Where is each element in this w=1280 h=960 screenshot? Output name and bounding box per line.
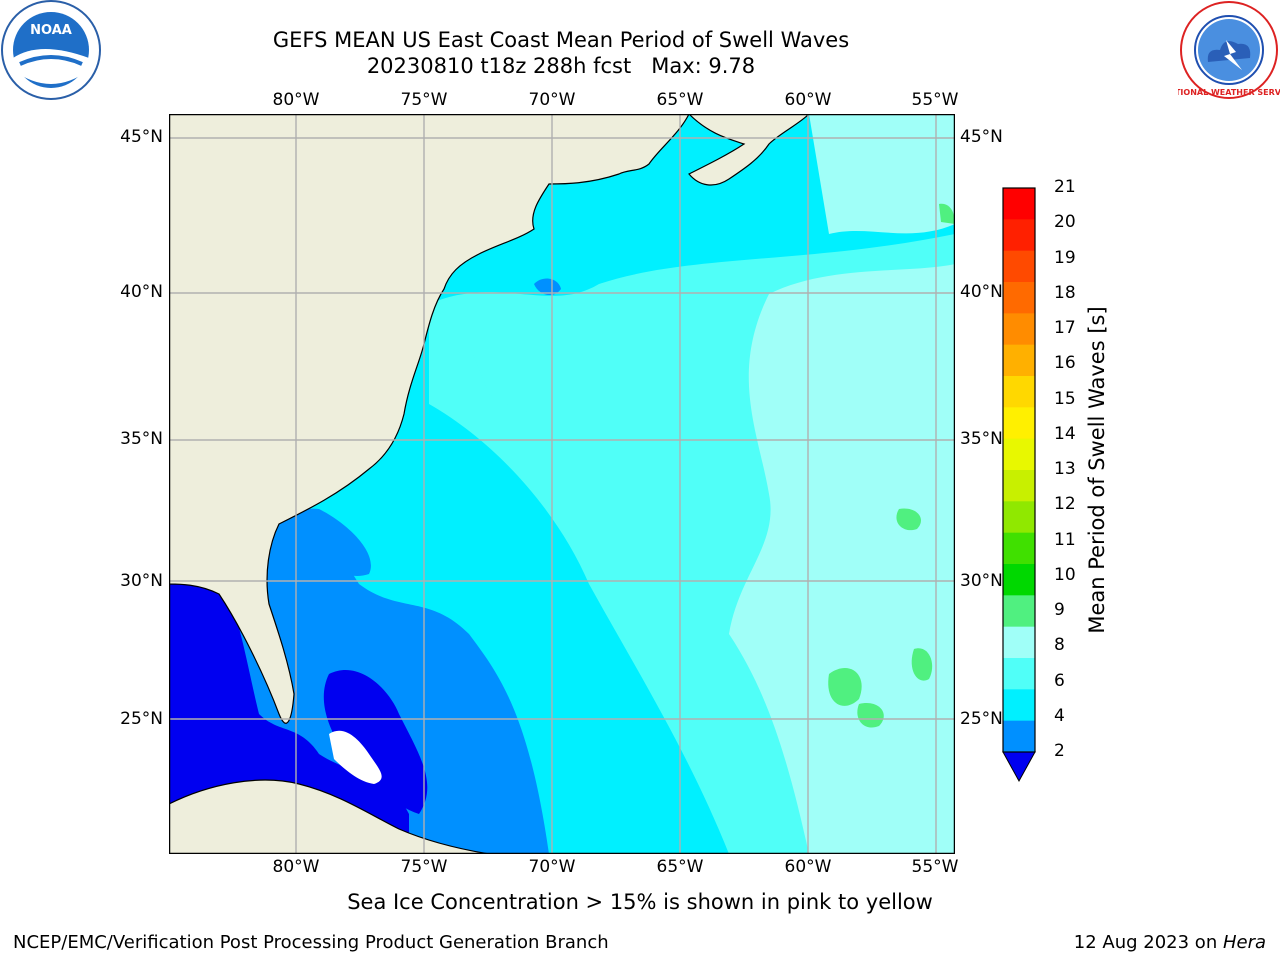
swell-zone-8-9-north (809, 114, 955, 234)
colorbar-segment (1003, 188, 1035, 220)
footer-credit: NCEP/EMC/Verification Post Processing Pr… (13, 932, 609, 953)
noaa-logo: NOAA (1, 0, 101, 100)
swell-zone-8-9 (729, 264, 955, 854)
colorbar-tick-label: 6 (1054, 670, 1065, 691)
colorbar-tick-label: 8 (1054, 635, 1065, 656)
colorbar-segment (1003, 595, 1035, 628)
bahamas-banks (329, 730, 382, 784)
colorbar-tick-label: 21 (1054, 177, 1076, 197)
lon-label-bottom: 70°W (528, 857, 576, 877)
swell-zone-0-2-b (323, 669, 428, 814)
lat-label-right: 45°N (960, 127, 1003, 147)
colorbar-segment (1003, 470, 1035, 502)
lat-label-right: 35°N (960, 429, 1003, 449)
swell-zone-9-10-b (911, 648, 933, 681)
colorbar-tick-label: 17 (1054, 318, 1076, 338)
colorbar-tick-label: 18 (1054, 282, 1076, 303)
noaa-logo-text: NOAA (30, 23, 72, 38)
us-land (169, 114, 690, 724)
lon-label-top: 75°W (400, 90, 448, 110)
colorbar-segment (1003, 532, 1035, 565)
colorbar-segment (1003, 344, 1035, 377)
colorbar-tick-label: 12 (1054, 494, 1076, 515)
colorbar-frame (1002, 187, 1036, 753)
swell-zone-9-10-d (896, 508, 921, 531)
nws-logo-text: NATIONAL WEATHER SERVICE (1178, 88, 1280, 97)
swell-zone-2-4-b (279, 508, 371, 576)
chart-title: GEFS MEAN US East Coast Mean Period of S… (272, 28, 850, 52)
lon-label-bottom: 55°W (911, 857, 959, 877)
colorbar-tick-label: 9 (1054, 600, 1065, 620)
colorbar-tick-label: 2 (1054, 741, 1065, 761)
colorbar-tick-label: 15 (1054, 388, 1076, 409)
lat-label-right: 30°N (960, 571, 1003, 591)
colorbar-tick-label: 16 (1054, 353, 1076, 374)
lon-label-top: 70°W (528, 90, 576, 110)
colorbar-segment (1003, 282, 1035, 314)
colorbar-segment (1003, 438, 1035, 471)
colorbar-segment (1003, 407, 1035, 440)
colorbar-segment (1003, 689, 1035, 722)
colorbar-label: Mean Period of Swell Waves [s] (1085, 306, 1109, 634)
chart-subtitle: 20230810 t18z 288h fcst Max: 9.78 (366, 54, 756, 78)
colorbar-tick-label: 14 (1054, 423, 1076, 444)
swell-zone-2-4-c (534, 278, 561, 296)
colorbar-segment (1003, 250, 1035, 283)
lon-label-top: 55°W (911, 90, 959, 110)
swell-zone-6-8-b (469, 338, 715, 455)
cuba-land (169, 779, 490, 854)
map-frame (169, 114, 955, 854)
swell-zone-9-10-e (939, 203, 955, 224)
colorbar-under-triangle (1002, 751, 1036, 783)
lon-label-top: 80°W (272, 90, 320, 110)
colorbar-tick-label: 10 (1054, 564, 1076, 585)
colorbar-segment (1003, 564, 1035, 596)
map-panel (169, 114, 955, 854)
colorbar-segment (1003, 501, 1035, 534)
lat-label-left: 30°N (120, 571, 163, 591)
colorbar-tick-label: 13 (1054, 459, 1076, 479)
colorbar (1002, 187, 1036, 783)
lat-label-right: 25°N (960, 709, 1003, 729)
lon-label-top: 60°W (784, 90, 832, 110)
colorbar-segment (1003, 720, 1035, 753)
lat-label-left: 25°N (120, 709, 163, 729)
colorbar-segment (1003, 626, 1035, 659)
lat-label-right: 40°N (960, 282, 1003, 302)
colorbar-segment (1003, 376, 1035, 408)
footer-date-text: 12 Aug 2023 on (1073, 932, 1223, 953)
sea-ice-note-text: Sea Ice Concentration > 15% is shown in … (347, 890, 933, 914)
swell-zone-9-10 (828, 668, 862, 706)
footer-date: 12 Aug 2023 on Hera (1074, 932, 1266, 953)
nws-logo: NATIONAL WEATHER SERVICE (1178, 1, 1280, 99)
lon-label-bottom: 75°W (400, 857, 448, 877)
lon-label-bottom: 65°W (656, 857, 704, 877)
graticule (169, 114, 955, 854)
colorbar-tick-label: 20 (1054, 212, 1076, 233)
lon-label-bottom: 60°W (784, 857, 832, 877)
lon-label-bottom: 80°W (272, 857, 320, 877)
colorbar-segment (1003, 658, 1035, 690)
colorbar-segment (1003, 313, 1035, 346)
lat-label-left: 40°N (120, 282, 163, 302)
footer-machine: Hera (1222, 932, 1266, 953)
colorbar-tick-label: 11 (1054, 529, 1076, 550)
swell-zone-9-10-c (857, 703, 884, 728)
sea-ice-note: Sea Ice Concentration > 15% is shown in … (0, 890, 1280, 914)
colorbar-tick-label: 19 (1054, 247, 1076, 268)
lon-label-top: 65°W (656, 90, 704, 110)
lat-label-left: 35°N (120, 429, 163, 449)
lat-label-left: 45°N (120, 127, 163, 147)
canada-land (688, 114, 810, 186)
colorbar-segment (1003, 219, 1035, 252)
colorbar-tick-label: 4 (1054, 705, 1065, 726)
